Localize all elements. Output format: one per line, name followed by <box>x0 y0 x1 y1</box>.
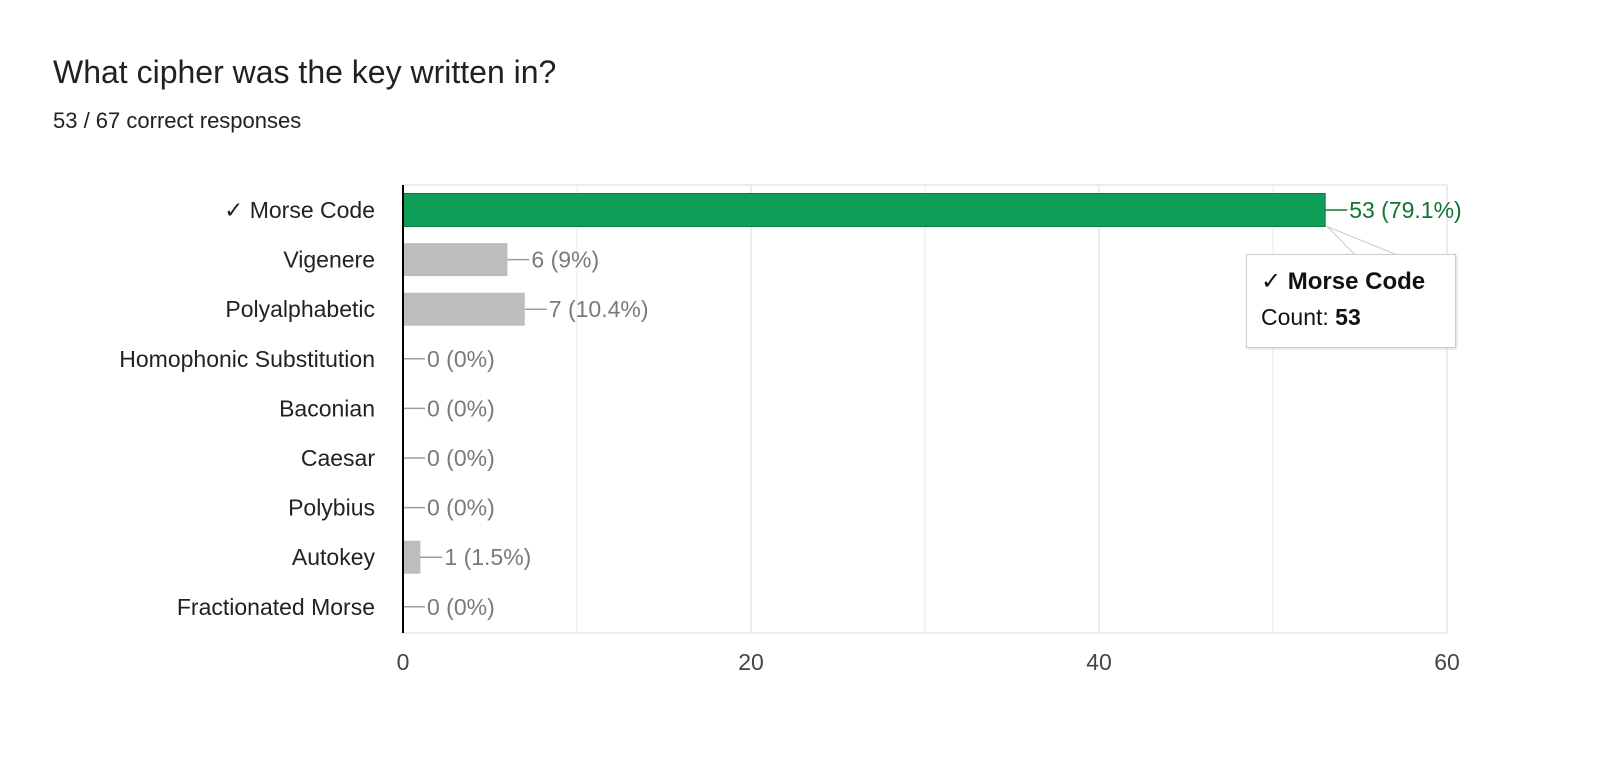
bar-tooltip: ✓ Morse Code Count: 53 <box>1246 254 1456 348</box>
tooltip-title: ✓ Morse Code <box>1261 268 1426 295</box>
x-tick-label: 0 <box>397 649 410 675</box>
category-label: Homophonic Substitution <box>119 346 375 372</box>
data-label: 0 (0%) <box>427 346 495 372</box>
labels: 0 20 40 60 ✓ Morse Code 53 (79.1%) Vigenere 6 (… <box>119 185 1462 675</box>
x-tick-label: 60 <box>1434 649 1460 675</box>
bar-correct[interactable] <box>402 193 1326 227</box>
category-label: Vigenere <box>283 247 375 273</box>
data-label: 0 (0%) <box>427 395 495 421</box>
data-label: 0 (0%) <box>427 445 495 471</box>
bar[interactable] <box>403 243 508 277</box>
tooltip-count: Count: 53 <box>1261 304 1441 331</box>
x-tick-label: 40 <box>1086 649 1112 675</box>
category-label: Polybius <box>288 495 375 521</box>
tooltip-pointer <box>1326 226 1398 256</box>
category-label: Caesar <box>301 445 375 471</box>
question-title: What cipher was the key written in? <box>53 54 557 90</box>
tooltip-count-label: Count: <box>1261 304 1329 330</box>
data-label: 6 (9%) <box>531 247 599 273</box>
category-label: Polyalphabetic <box>225 296 375 322</box>
category-label: Autokey <box>292 544 376 570</box>
correct-responses-summary: 53 / 67 correct responses <box>53 108 302 133</box>
tooltip-count-value: 53 <box>1335 304 1361 330</box>
data-label: 53 (79.1%) <box>1349 197 1462 223</box>
category-label: ✓ Morse Code <box>224 197 375 223</box>
data-label: 0 (0%) <box>427 594 495 620</box>
data-label: 1 (1.5%) <box>444 544 531 570</box>
data-label: 0 (0%) <box>427 495 495 521</box>
data-label: 7 (10.4%) <box>549 296 649 322</box>
category-label: Fractionated Morse <box>177 594 375 620</box>
bar[interactable] <box>403 540 421 574</box>
category-label: Baconian <box>279 395 375 421</box>
bar[interactable] <box>403 292 525 326</box>
tooltip-arrow <box>1326 226 1398 256</box>
x-tick-label: 20 <box>738 649 764 675</box>
